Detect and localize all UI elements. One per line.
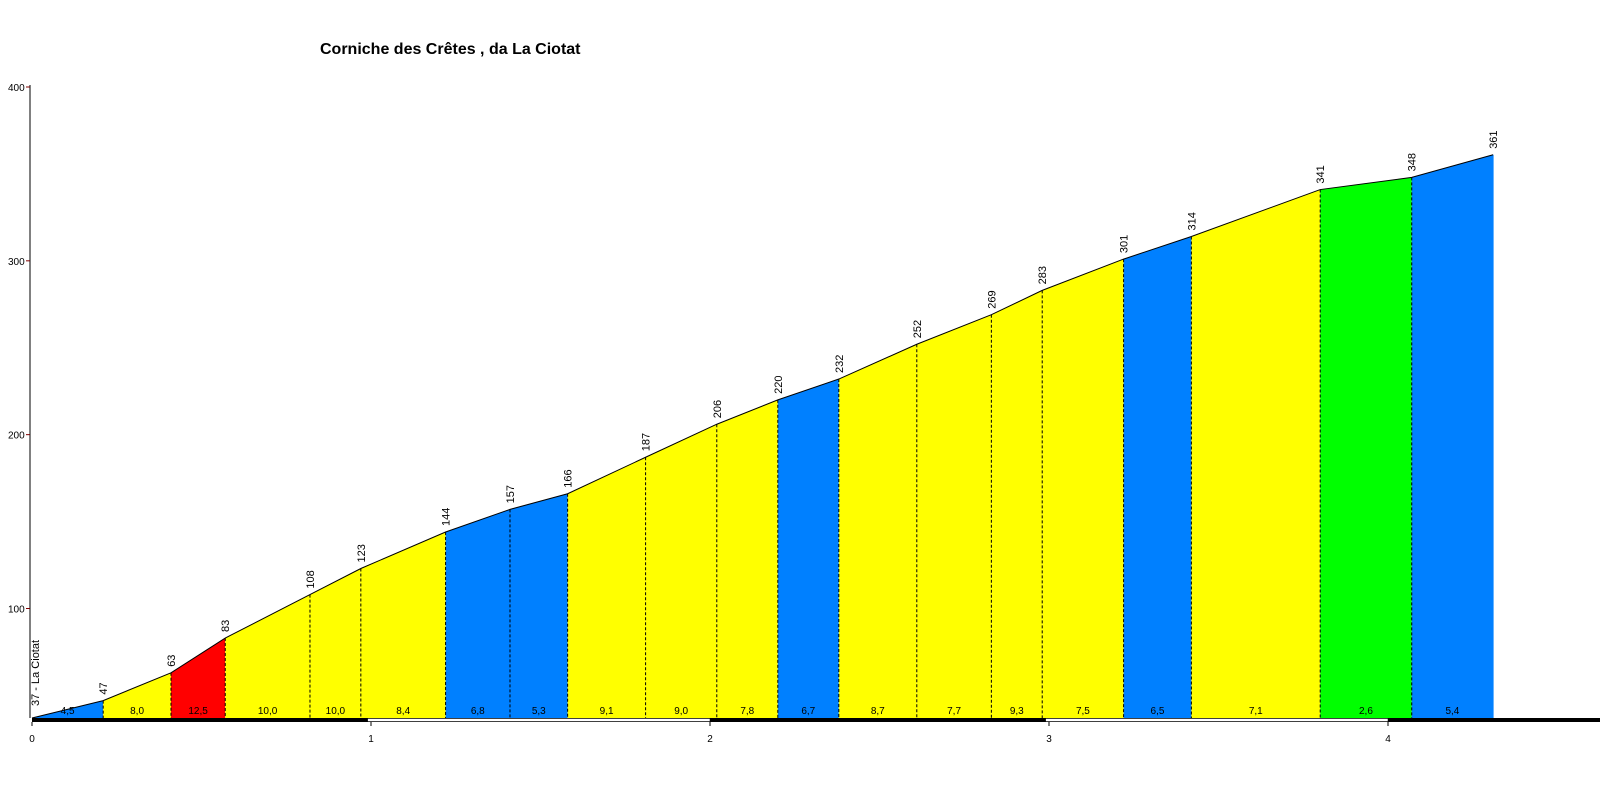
km-bar-base (32, 718, 1600, 722)
segment-fill (170, 638, 226, 718)
segment-fill (1191, 189, 1321, 719)
segment-fill (103, 672, 171, 718)
gradient-label: 2,6 (1359, 706, 1373, 717)
segment-fill (1042, 259, 1124, 718)
elevation-label: 252 (912, 320, 924, 338)
gradient-label: 8,7 (871, 706, 885, 717)
x-tick-label: 4 (1385, 734, 1391, 745)
elevation-label: 341 (1315, 165, 1327, 183)
y-tick-label: 200 (8, 431, 25, 442)
x-tick-label: 2 (707, 734, 713, 745)
gradient-label: 6,5 (1151, 706, 1165, 717)
elevation-label: 187 (641, 433, 653, 451)
gradient-label: 8,0 (130, 706, 144, 717)
gradient-label: 12,5 (188, 706, 208, 717)
gradient-label: 4,5 (61, 706, 75, 717)
km-bar-light-block (1045, 718, 1389, 722)
chart-title: Corniche des Crêtes , da La Ciotat (320, 41, 581, 58)
segment-fill (716, 399, 778, 718)
segment-fill (1123, 236, 1192, 719)
elevation-label: 269 (986, 290, 998, 308)
start-label: 37 - La Ciotat (30, 640, 42, 706)
y-tick-label: 400 (8, 83, 25, 94)
segment-fill (838, 344, 917, 718)
elevation-label: 283 (1037, 266, 1049, 284)
elevation-label: 83 (220, 620, 232, 632)
elevation-label: 301 (1119, 235, 1131, 253)
segment-fill (991, 290, 1043, 718)
gradient-label: 7,5 (1076, 706, 1090, 717)
x-tick-label: 0 (29, 734, 35, 745)
segment-dividers (102, 154, 1494, 718)
km-bar-light-block (367, 718, 711, 722)
elevation-label: 348 (1407, 153, 1419, 171)
elevation-label: 144 (441, 508, 453, 526)
elevation-label: 123 (356, 544, 368, 562)
gradient-label: 9,0 (674, 706, 688, 717)
elevation-labels: 47 63 83 108 123 144 157 166 187 206 220 232 252 269 2… (30, 130, 1500, 706)
elevation-label: 47 (98, 682, 110, 694)
segment-fill (360, 532, 446, 718)
gradient-label: 8,4 (396, 706, 410, 717)
y-tick-label: 300 (8, 257, 25, 268)
gradient-label: 7,8 (740, 706, 754, 717)
segment-fill (567, 457, 646, 718)
segment-fill (777, 379, 839, 718)
elevation-label: 314 (1186, 212, 1198, 230)
gradient-label: 5,4 (1445, 706, 1459, 717)
gradient-label: 10,0 (326, 706, 346, 717)
gradient-label: 9,3 (1010, 706, 1024, 717)
gradient-labels: 4,5 8,0 12,5 10,0 10,0 8,4 6,8 5,3 9,1 9,0 7,8 6,7 8… (61, 706, 1460, 717)
gradient-label: 9,1 (600, 706, 614, 717)
segment-fill (309, 568, 361, 718)
elevation-label: 361 (1488, 130, 1500, 148)
gradient-label: 6,8 (471, 706, 485, 717)
segment-fill (645, 424, 717, 718)
gradient-label: 10,0 (258, 706, 278, 717)
elevation-label: 157 (505, 485, 517, 503)
segment-fill (225, 594, 310, 718)
segment-fill (1320, 177, 1412, 719)
profile-line (31, 154, 1494, 719)
x-tick-label: 3 (1046, 734, 1052, 745)
axes (26, 85, 1389, 726)
segment-fill (509, 493, 568, 718)
gradient-label: 7,7 (947, 706, 961, 717)
segment-fill (1411, 154, 1494, 718)
x-tick-label: 1 (368, 734, 374, 745)
elevation-label: 220 (773, 376, 785, 394)
segment-fill (445, 509, 510, 718)
elevation-label: 108 (305, 570, 317, 588)
segment-fill (916, 314, 992, 718)
gradient-label: 6,7 (801, 706, 815, 717)
elevation-label: 232 (834, 355, 846, 373)
y-tick-label: 100 (8, 604, 25, 615)
elevation-label: 63 (166, 655, 178, 667)
gradient-segments (32, 154, 1494, 719)
gradient-label: 7,1 (1249, 706, 1263, 717)
elevation-label: 206 (712, 400, 724, 418)
gradient-label: 5,3 (532, 706, 546, 717)
elevation-label: 166 (563, 469, 575, 487)
km-bar (32, 718, 1600, 722)
